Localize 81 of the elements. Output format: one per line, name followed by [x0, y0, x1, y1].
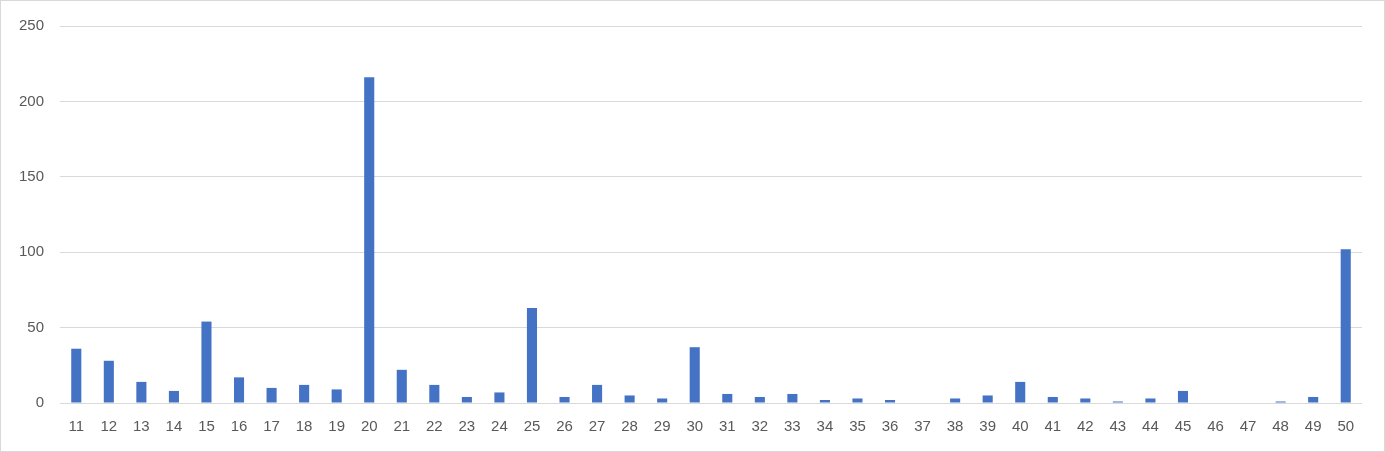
- bar: [787, 393, 798, 403]
- x-tick-label: 11: [68, 417, 85, 435]
- bar: [429, 384, 440, 403]
- bar: [71, 348, 82, 403]
- bar: [494, 392, 505, 403]
- y-tick-label: 150: [18, 166, 44, 184]
- bar: [754, 396, 765, 403]
- x-tick-label: 39: [979, 417, 997, 435]
- bar: [1177, 390, 1189, 403]
- x-tick-label: 13: [133, 417, 150, 435]
- x-tick-label: 40: [1011, 417, 1029, 435]
- x-tick-label: 48: [1272, 417, 1289, 435]
- bar: [819, 399, 830, 403]
- x-tick-label: 37: [914, 417, 931, 435]
- bar: [168, 390, 179, 403]
- x-tick-label: 32: [751, 417, 769, 435]
- bar: [624, 395, 635, 403]
- x-tick-label: 28: [621, 417, 638, 435]
- x-tick-label: 42: [1076, 417, 1094, 435]
- y-tick-label: 250: [18, 16, 44, 34]
- bar: [201, 321, 212, 403]
- x-tick-label: 16: [230, 417, 248, 435]
- y-tick-label: 50: [27, 317, 44, 335]
- x-tick-label: 44: [1142, 417, 1159, 435]
- x-tick-label: 31: [718, 417, 736, 435]
- x-tick-label: 41: [1044, 417, 1062, 435]
- bar: [136, 381, 147, 403]
- bar: [299, 384, 310, 403]
- x-tick-label: 20: [360, 417, 378, 435]
- bar: [657, 398, 668, 403]
- x-tick-label: 33: [784, 417, 801, 435]
- bar: [1145, 398, 1156, 403]
- bar: [1080, 398, 1091, 403]
- x-tick-label: 25: [523, 417, 541, 435]
- x-tick-label: 19: [328, 417, 346, 435]
- x-tick-label: 22: [425, 417, 443, 435]
- bar: [103, 360, 114, 403]
- x-tick-label: 47: [1239, 417, 1257, 435]
- x-tick-label: 49: [1304, 417, 1322, 435]
- bar: [461, 396, 472, 403]
- x-tick-label: 36: [881, 417, 899, 435]
- x-tick-label: 15: [198, 417, 215, 435]
- x-tick-label: 34: [816, 417, 834, 435]
- x-tick-label: 29: [653, 417, 671, 435]
- bar: [1047, 396, 1058, 403]
- bar: [364, 77, 375, 403]
- x-tick-label: 27: [588, 417, 606, 435]
- bar: [1015, 381, 1026, 403]
- x-tick-label: 46: [1207, 417, 1224, 435]
- bar: [982, 395, 993, 403]
- x-tick-label: 18: [295, 417, 313, 435]
- x-tick-label: 14: [165, 417, 183, 435]
- bar: [592, 384, 603, 403]
- x-tick-label: 45: [1174, 417, 1192, 435]
- x-tick-label: 17: [263, 417, 280, 435]
- bar: [884, 399, 896, 403]
- bar: [689, 347, 700, 403]
- y-tick-label: 200: [18, 91, 44, 109]
- bar: [1340, 249, 1351, 403]
- x-tick-label: 21: [393, 417, 411, 435]
- x-tick-label: 38: [946, 417, 964, 435]
- bar: [396, 369, 407, 403]
- bar: [1308, 396, 1319, 403]
- x-tick-label: 12: [100, 417, 118, 435]
- x-tick-label: 24: [491, 417, 508, 435]
- x-tick-label: 26: [556, 417, 573, 435]
- bar: [559, 396, 570, 403]
- bar: [233, 377, 245, 403]
- bar: [331, 389, 342, 403]
- y-tick-label: 0: [35, 393, 44, 411]
- x-tick-label: 43: [1109, 417, 1127, 435]
- bar: [266, 387, 277, 403]
- y-tick-label: 100: [18, 242, 44, 260]
- x-tick-label: 23: [458, 417, 476, 435]
- bar: [950, 398, 961, 403]
- x-tick-label: 50: [1337, 417, 1355, 435]
- x-tick-label: 30: [686, 417, 704, 435]
- bar: [852, 398, 863, 403]
- x-tick-label: 35: [849, 417, 866, 435]
- bar: [722, 393, 733, 403]
- bar: [526, 308, 538, 403]
